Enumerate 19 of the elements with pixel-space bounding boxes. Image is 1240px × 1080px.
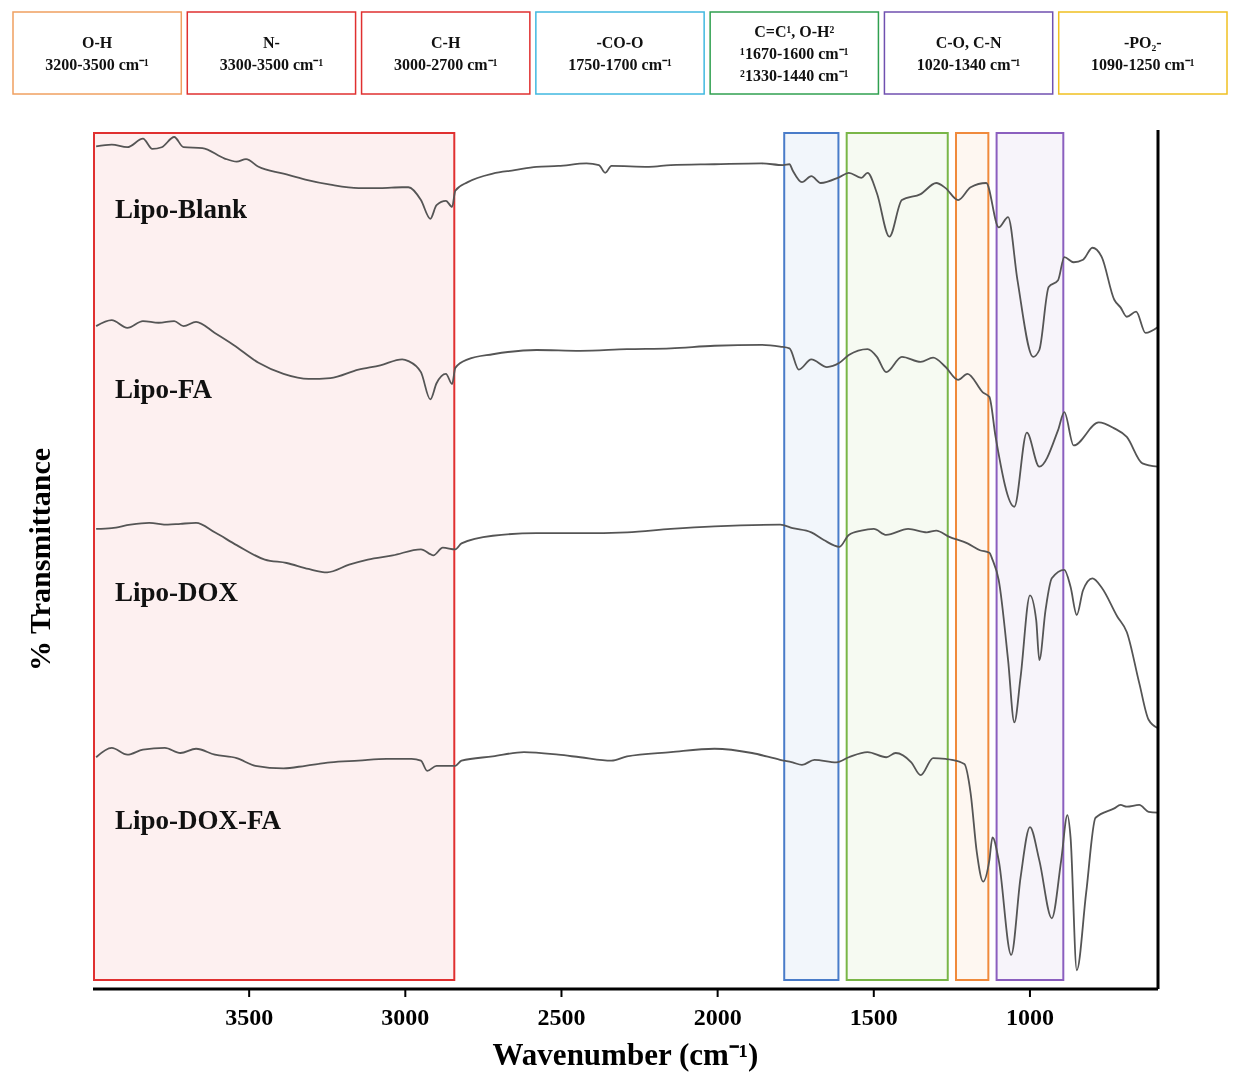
text: C-H 3000-2700 cm⁻¹ [393, 34, 498, 73]
series-label: Lipo-FA [115, 374, 213, 405]
text: N- 3300-3500 cm⁻¹ [219, 34, 324, 73]
series-label: Lipo-DOX [115, 576, 239, 607]
x-tick-label: 1500 [849, 1004, 898, 1030]
series-label: Lipo-DOX-FA [115, 805, 282, 836]
text: O-H 3200-3500 cm⁻¹ [45, 34, 150, 73]
text: C=C¹, O-H² ¹1670-1600 cm⁻¹ ²1330-1440 cm⁻¹ [740, 23, 849, 84]
text: -PO₂- 1090-1250 cm⁻¹ [1091, 34, 1195, 73]
y-axis-title: % Transmittance [23, 447, 56, 672]
x-tick-label: 2000 [693, 1004, 742, 1030]
x-tick-label: 1000 [1005, 1004, 1054, 1030]
text: C-O, C-N 1020-1340 cm⁻¹ [916, 34, 1021, 73]
x-tick-label: 3000 [381, 1004, 430, 1030]
x-tick-label: 2500 [537, 1004, 586, 1030]
series-label: Lipo-Blank [115, 194, 248, 225]
x-tick-label: 3500 [225, 1004, 274, 1030]
text: -CO-O 1750-1700 cm⁻¹ [568, 34, 672, 73]
x-axis-title: Wavenumber (cm⁻¹) [492, 1037, 759, 1072]
